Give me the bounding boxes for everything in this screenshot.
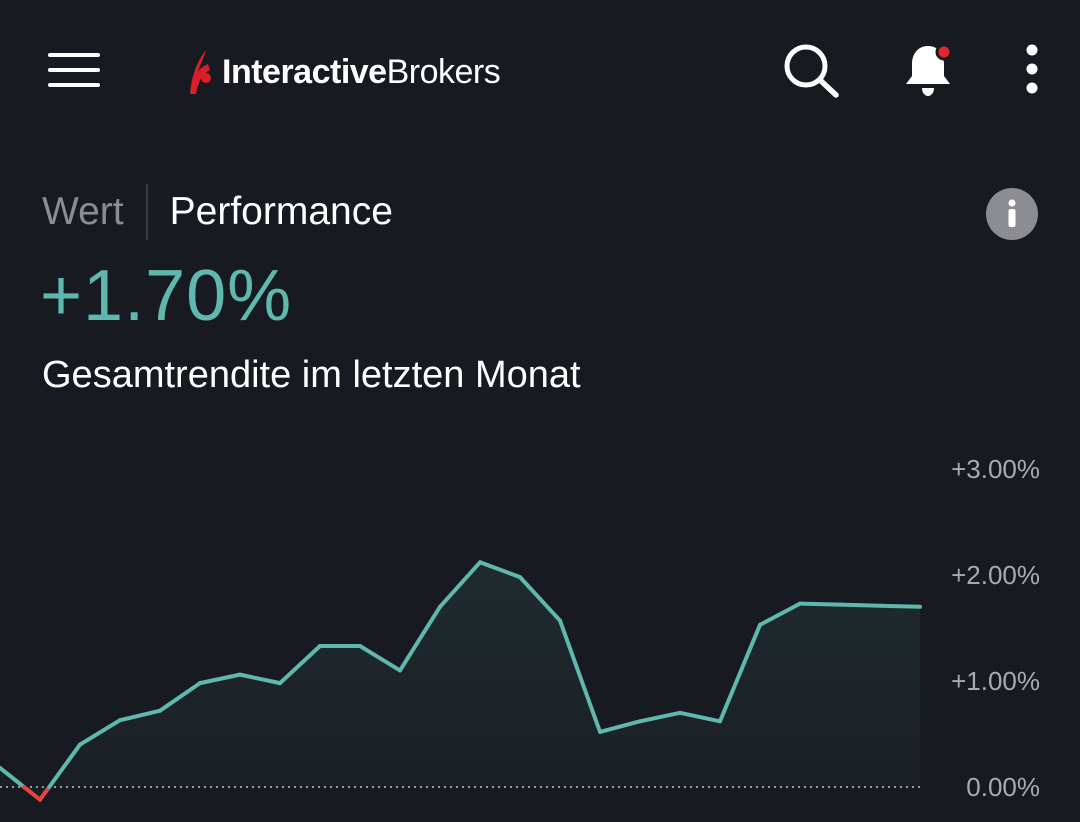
performance-line-segment: [638, 710, 682, 724]
top-bar: InteractiveBrokers: [0, 0, 1080, 140]
performance-line-segment: [278, 644, 322, 686]
brand-name-bold: Interactive: [222, 52, 387, 91]
performance-line-segment: [78, 718, 122, 747]
notifications-button[interactable]: [898, 40, 958, 100]
performance-line-segment: [838, 602, 882, 608]
performance-line-segment: [438, 560, 482, 609]
performance-line-segment: [198, 672, 242, 686]
performance-line-segment: [798, 601, 842, 607]
total-return-value: +1.70%: [40, 256, 293, 336]
brand-logo[interactable]: InteractiveBrokers: [188, 44, 501, 100]
performance-line-segment: [718, 622, 762, 724]
tab-performance[interactable]: Performance: [169, 190, 393, 233]
y-axis-tick-label: 0.00%: [966, 772, 1040, 802]
menu-button[interactable]: [44, 46, 104, 94]
tab-divider: [145, 184, 148, 240]
performance-line-segment: [398, 604, 442, 673]
more-options-button[interactable]: [1014, 42, 1050, 98]
performance-line-segment: [22, 785, 42, 802]
performance-line-segment: [758, 601, 802, 627]
info-icon: [1008, 199, 1016, 227]
performance-line-segment: [558, 618, 602, 734]
brand-name: InteractiveBrokers: [222, 52, 501, 92]
search-icon: [784, 44, 839, 98]
performance-line-segment: [358, 644, 402, 673]
brand-logo-icon: [190, 50, 211, 94]
performance-line-segment: [238, 672, 282, 686]
performance-line-segment: [518, 575, 562, 623]
performance-line-segment: [0, 765, 26, 789]
view-tabs: Wert Performance: [42, 184, 393, 240]
performance-line-segment: [118, 708, 162, 723]
y-axis-tick-label: +3.00%: [951, 454, 1040, 484]
performance-line-segment: [478, 560, 522, 580]
performance-area: [0, 562, 920, 800]
performance-line-segment: [47, 742, 82, 789]
tab-value[interactable]: Wert: [42, 190, 124, 233]
performance-line-segment: [38, 785, 52, 802]
search-button[interactable]: [780, 42, 842, 100]
brand-name-light: Brokers: [386, 52, 501, 91]
performance-line-segment: [598, 719, 642, 734]
more-vertical-icon: [1026, 44, 1038, 94]
bell-icon: [906, 43, 953, 96]
performance-line-segment: [158, 681, 202, 713]
info-button[interactable]: [986, 188, 1038, 240]
performance-line-segment: [678, 710, 722, 724]
performance-line-segment: [878, 603, 922, 609]
y-axis-tick-label: +2.00%: [951, 560, 1040, 590]
notification-dot: [935, 43, 953, 61]
total-return-caption: Gesamtrendite im letzten Monat: [42, 354, 581, 396]
performance-chart[interactable]: +3.00% +2.00% +1.00% 0.00%: [0, 430, 1080, 822]
y-axis-tick-label: +1.00%: [951, 666, 1040, 696]
menu-icon: [48, 53, 100, 87]
